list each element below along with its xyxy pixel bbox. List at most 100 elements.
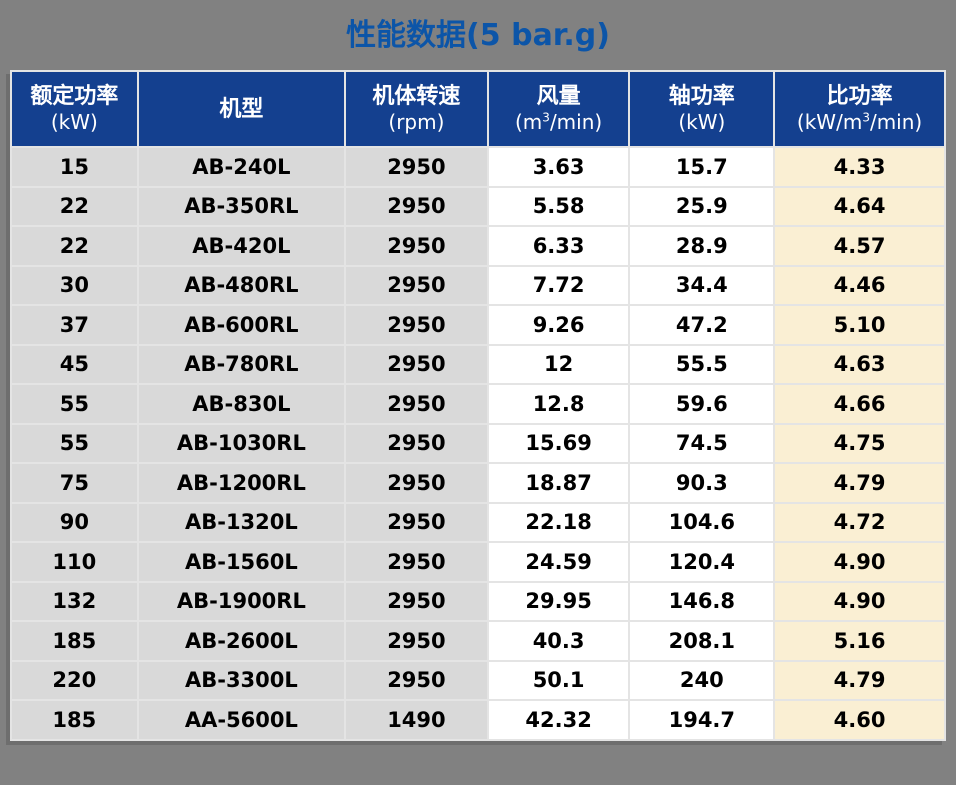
- cell: 2950: [346, 385, 489, 425]
- cell: AB-830L: [138, 385, 347, 425]
- cell: 37: [12, 306, 139, 346]
- cell: AB-1030RL: [138, 424, 347, 464]
- cell: 104.6: [630, 503, 776, 543]
- cell: 4.72: [775, 503, 946, 543]
- cell: 4.46: [775, 266, 946, 306]
- cell: 185: [12, 701, 139, 741]
- cell: 2950: [346, 266, 489, 306]
- cell: 2950: [346, 622, 489, 662]
- cell: 5.16: [775, 622, 946, 662]
- column-header-2: 机型: [138, 72, 347, 148]
- cell: 208.1: [630, 622, 776, 662]
- cell: 55.5: [630, 345, 776, 385]
- column-header-1: 额定功率 (kW): [12, 72, 139, 148]
- cell: AB-420L: [138, 227, 347, 267]
- cell: 4.75: [775, 424, 946, 464]
- cell: AB-1320L: [138, 503, 347, 543]
- column-header-3: 机体转速 (rpm): [346, 72, 489, 148]
- table-row: 22 AB-420L 2950 6.33 28.9 4.57: [12, 227, 946, 267]
- table-row: 55 AB-1030RL 2950 15.69 74.5 4.75: [12, 424, 946, 464]
- cell: AA-5600L: [138, 701, 347, 741]
- cell: AB-1900RL: [138, 582, 347, 622]
- cell: 42.32: [488, 701, 631, 741]
- cell: 22.18: [488, 503, 631, 543]
- cell: AB-2600L: [138, 622, 347, 662]
- column-title: 机体转速: [372, 84, 461, 109]
- table-row: 15 AB-240L 2950 3.63 15.7 4.33: [12, 148, 946, 188]
- cell: 4.66: [775, 385, 946, 425]
- cell: 15.69: [488, 424, 631, 464]
- cell: 2950: [346, 503, 489, 543]
- cell: 12: [488, 345, 631, 385]
- table-row: 185 AB-2600L 2950 40.3 208.1 5.16: [12, 622, 946, 662]
- cell: 2950: [346, 306, 489, 346]
- cell: 47.2: [630, 306, 776, 346]
- column-title: 风量: [536, 84, 581, 109]
- cell: 74.5: [630, 424, 776, 464]
- cell: 25.9: [630, 187, 776, 227]
- column-title: 比功率: [826, 84, 893, 109]
- table-row: 45 AB-780RL 2950 12 55.5 4.63: [12, 345, 946, 385]
- cell: AB-1560L: [138, 543, 347, 583]
- table-row: 220 AB-3300L 2950 50.1 240 4.79: [12, 661, 946, 701]
- table-row: 37 AB-600RL 2950 9.26 47.2 5.10: [12, 306, 946, 346]
- cell: 9.26: [488, 306, 631, 346]
- cell: 22: [12, 187, 139, 227]
- cell: 29.95: [488, 582, 631, 622]
- cell: 5.58: [488, 187, 631, 227]
- cell: 2950: [346, 187, 489, 227]
- table-row: 110 AB-1560L 2950 24.59 120.4 4.90: [12, 543, 946, 583]
- cell: 194.7: [630, 701, 776, 741]
- cell: 55: [12, 385, 139, 425]
- column-unit: (kW): [678, 110, 726, 134]
- cell: 4.60: [775, 701, 946, 741]
- cell: 55: [12, 424, 139, 464]
- table-header: 额定功率 (kW) 机型 机体转速 (rpm) 风量 (m3/min) 轴功率 (kW) 比功率(…: [12, 72, 946, 148]
- table-row: 22 AB-350RL 2950 5.58 25.9 4.64: [12, 187, 946, 227]
- cell: 2950: [346, 464, 489, 504]
- table-row: 30 AB-480RL 2950 7.72 34.4 4.46: [12, 266, 946, 306]
- cell: 2950: [346, 227, 489, 267]
- table-row: 132 AB-1900RL 2950 29.95 146.8 4.90: [12, 582, 946, 622]
- cell: 24.59: [488, 543, 631, 583]
- column-title: 机型: [219, 96, 264, 122]
- cell: 90: [12, 503, 139, 543]
- cell: 4.64: [775, 187, 946, 227]
- column-title: 轴功率: [668, 84, 735, 109]
- table-row: 90 AB-1320L 2950 22.18 104.6 4.72: [12, 503, 946, 543]
- cell: 4.33: [775, 148, 946, 188]
- page-title: 性能数据(5 bar.g): [346, 18, 610, 53]
- cell: 40.3: [488, 622, 631, 662]
- cell: 5.10: [775, 306, 946, 346]
- cell: 50.1: [488, 661, 631, 701]
- cell: 22: [12, 227, 139, 267]
- cell: AB-480RL: [138, 266, 347, 306]
- column-header-6: 比功率 (kW/m3/min): [775, 72, 946, 148]
- cell: 4.63: [775, 345, 946, 385]
- column-unit: (kW/m3/min): [796, 110, 923, 134]
- column-unit: (rpm): [388, 110, 445, 134]
- cell: 185: [12, 622, 139, 662]
- cell: AB-1200RL: [138, 464, 347, 504]
- cell: AB-3300L: [138, 661, 347, 701]
- cell: 90.3: [630, 464, 776, 504]
- column-title: 额定功率: [30, 84, 119, 109]
- cell: 18.87: [488, 464, 631, 504]
- column-unit: (m3/min): [515, 110, 603, 134]
- cell: 2950: [346, 345, 489, 385]
- superscript: 3: [862, 110, 870, 125]
- column-unit: (kW): [50, 110, 98, 134]
- column-header-4: 风量 (m3/min): [488, 72, 631, 148]
- cell: AB-240L: [138, 148, 347, 188]
- cell: 4.57: [775, 227, 946, 267]
- cell: 7.72: [488, 266, 631, 306]
- cell: 110: [12, 543, 139, 583]
- cell: 2950: [346, 661, 489, 701]
- cell: 240: [630, 661, 776, 701]
- cell: 4.79: [775, 661, 946, 701]
- cell: AB-780RL: [138, 345, 347, 385]
- cell: 28.9: [630, 227, 776, 267]
- cell: AB-350RL: [138, 187, 347, 227]
- cell: 45: [12, 345, 139, 385]
